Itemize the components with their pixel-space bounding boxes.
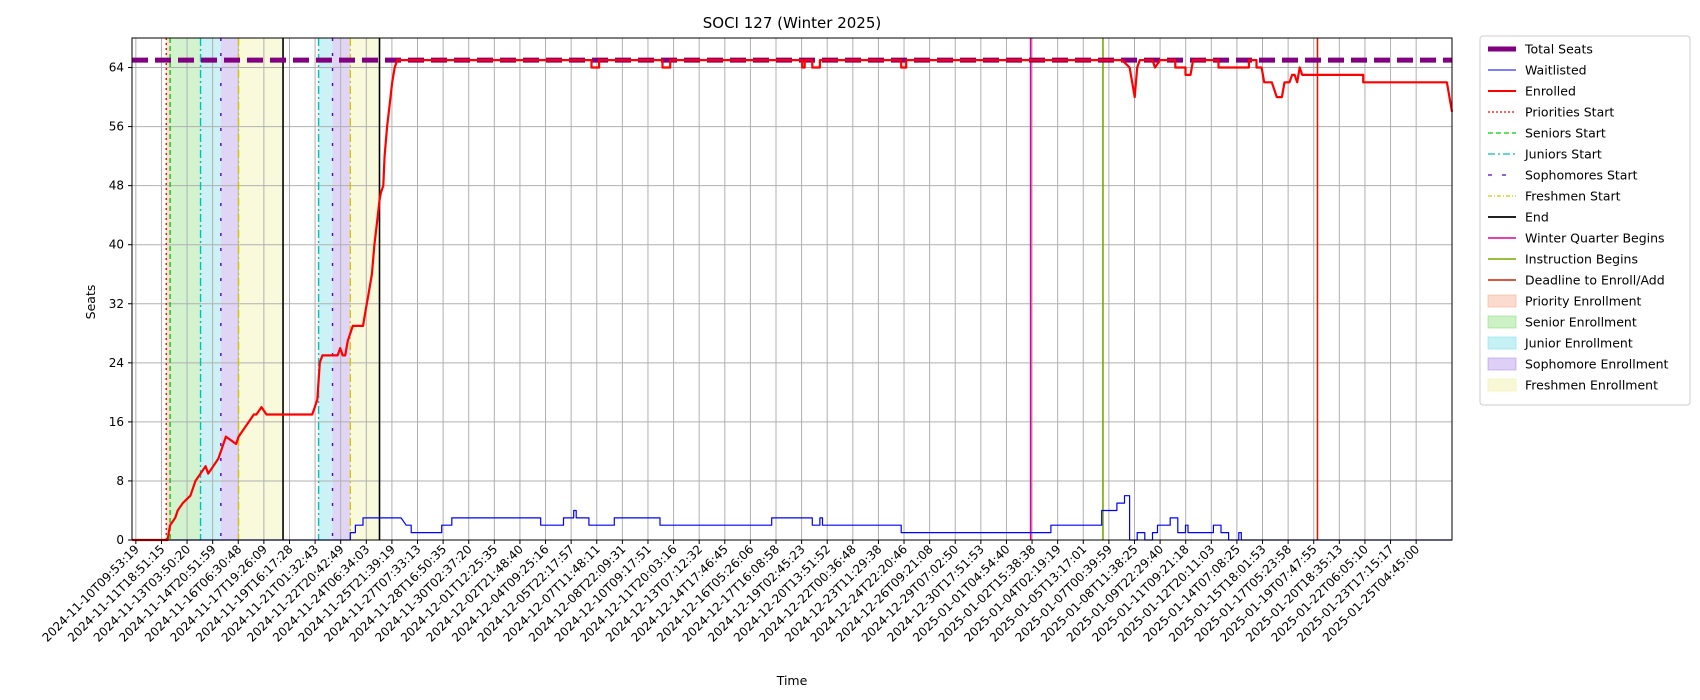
legend-senior-enrollment-label: Senior Enrollment (1525, 315, 1637, 330)
legend-total-seats-label: Total Seats (1524, 42, 1593, 57)
chart-title: SOCI 127 (Winter 2025) (703, 14, 882, 32)
series-enrolled-line (132, 59, 1454, 542)
region-freshmen-enrollment-0 (238, 38, 284, 540)
legend-winter-quarter-begins-label: Winter Quarter Begins (1525, 231, 1665, 246)
legend-sophomore-enrollment-swatch (1487, 357, 1517, 371)
legend-seniors-start-label: Seniors Start (1525, 126, 1606, 141)
region-priority-enrollment-0 (166, 38, 171, 540)
y-tick-label-5: 40 (109, 238, 124, 252)
legend: Total Seats Waitlisted Enrolled Priorities … (1479, 35, 1691, 406)
plot-area: 08162432404856642024-11-10T09:53:192024-… (39, 37, 1454, 645)
region-senior-enrollment-0 (170, 38, 201, 540)
legend-sophomores-start-label: Sophomores Start (1525, 168, 1638, 183)
y-tick-label-0: 0 (116, 533, 124, 547)
legend-priorities-start-label: Priorities Start (1525, 105, 1614, 120)
legend-frame (1479, 35, 1691, 406)
legend-freshmen-enrollment-label: Freshmen Enrollment (1525, 378, 1658, 393)
axes-frame (131, 37, 1453, 541)
legend-end-label: End (1525, 210, 1549, 225)
y-tick-label-8: 64 (109, 61, 124, 75)
legend-sophomore-enrollment-label: Sophomore Enrollment (1525, 357, 1669, 372)
y-tick-label-6: 48 (109, 179, 124, 193)
y-axis-label: Seats (83, 285, 98, 320)
region-junior-enrollment-1 (318, 38, 333, 540)
y-tick-label-3: 24 (109, 356, 124, 370)
legend-priority-enrollment-label: Priority Enrollment (1525, 294, 1642, 309)
legend-waitlisted-label: Waitlisted (1525, 63, 1587, 78)
legend-enrolled-label: Enrolled (1525, 84, 1576, 99)
legend-junior-enrollment-label: Junior Enrollment (1524, 336, 1633, 351)
legend-instruction-begins-label: Instruction Begins (1525, 252, 1638, 267)
legend-freshmen-enrollment-swatch (1487, 378, 1517, 392)
legend-freshmen-start-label: Freshmen Start (1525, 189, 1621, 204)
region-sophomore-enrollment-0 (220, 38, 239, 540)
y-tick-label-4: 32 (109, 297, 124, 311)
x-axis-label: Time (776, 673, 808, 688)
region-sophomore-enrollment-1 (332, 38, 351, 540)
y-tick-label-7: 56 (109, 120, 124, 134)
legend-juniors-start-label: Juniors Start (1524, 147, 1602, 162)
region-freshmen-enrollment-1 (350, 38, 380, 540)
series-waitlisted-line (132, 495, 1452, 541)
legend-deadline-to-enroll-add-label: Deadline to Enroll/Add (1525, 273, 1665, 288)
legend-senior-enrollment-swatch (1487, 315, 1517, 329)
legend-junior-enrollment-swatch (1487, 336, 1517, 350)
y-tick-label-2: 16 (109, 415, 124, 429)
legend-priority-enrollment-swatch (1487, 294, 1517, 308)
y-tick-label-1: 8 (116, 474, 124, 488)
region-junior-enrollment-0 (200, 38, 221, 540)
